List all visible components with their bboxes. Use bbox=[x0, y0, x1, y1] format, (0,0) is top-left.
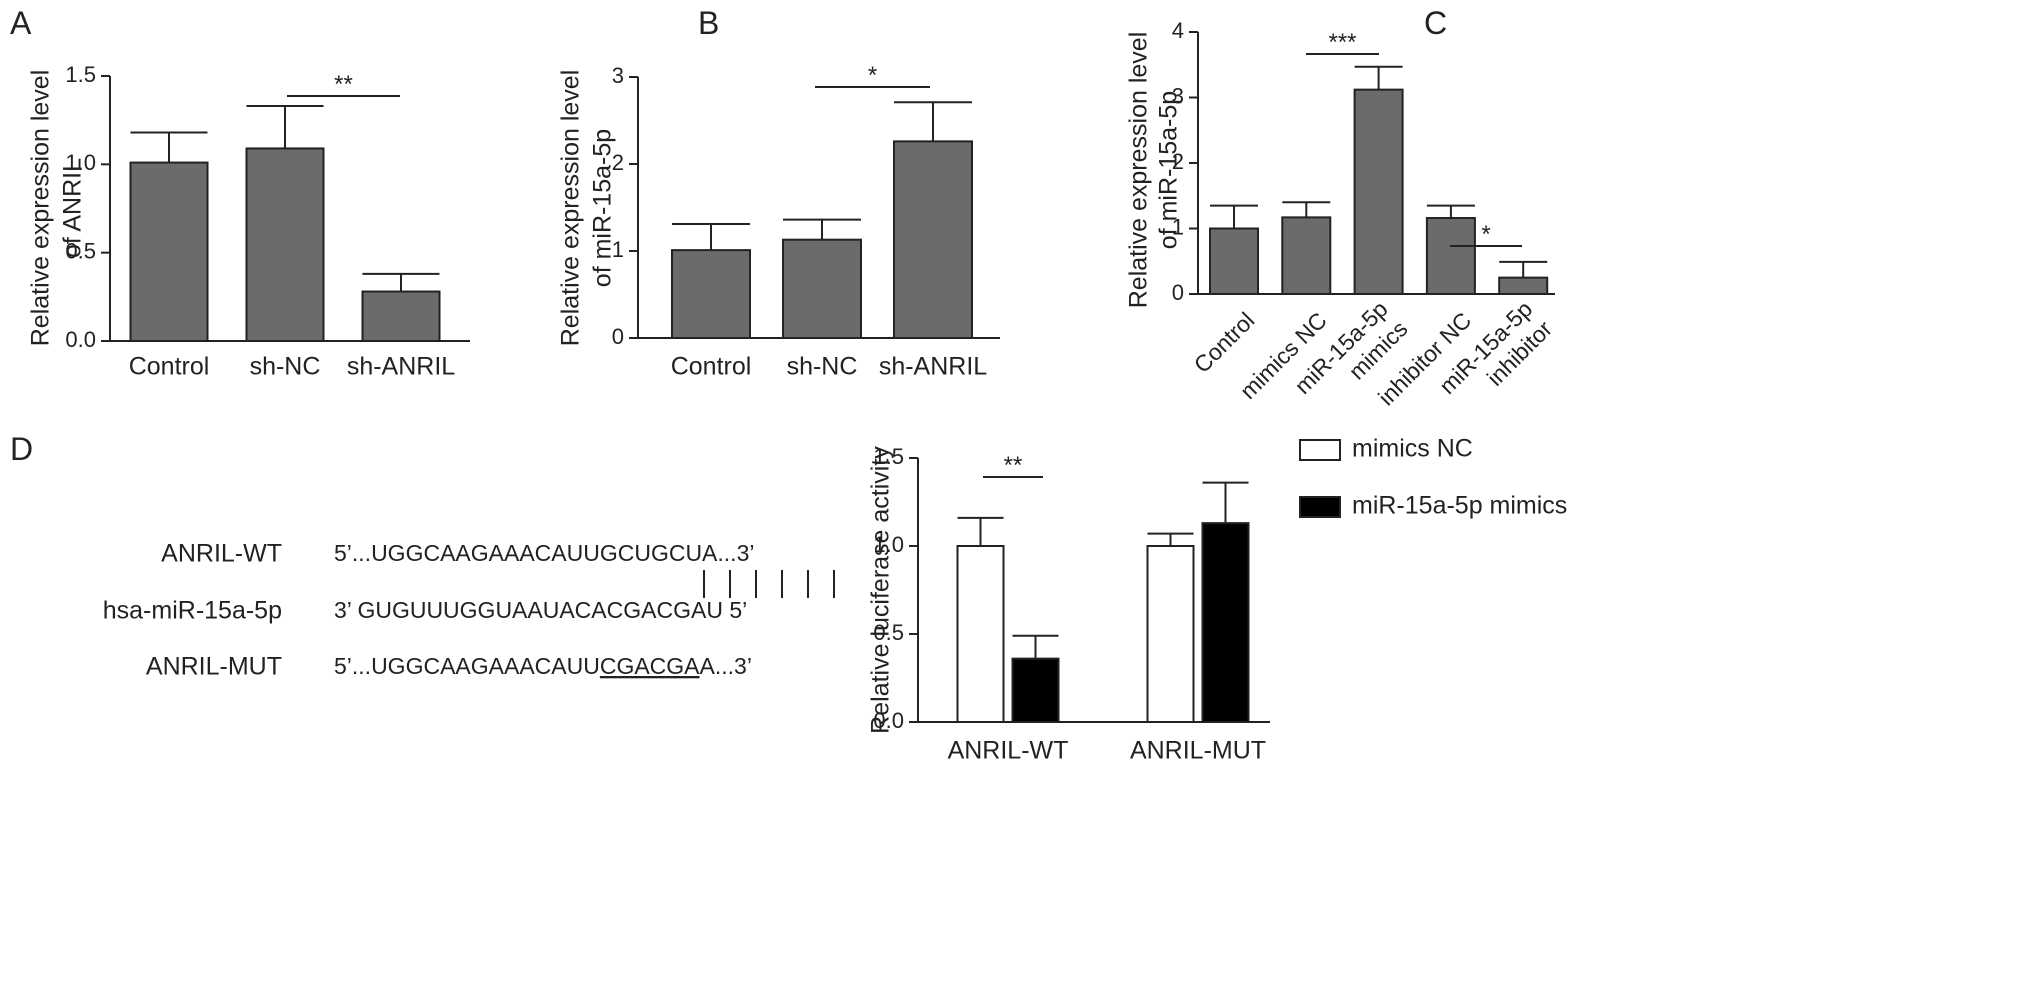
y-tick-label: 1.5 bbox=[873, 444, 904, 469]
sequence-label: ANRIL-MUT bbox=[146, 653, 282, 681]
sequence-part: 5’...UGGCAAGAAACAUU bbox=[334, 653, 600, 679]
y-tick-label: 1.0 bbox=[873, 532, 904, 557]
y-tick-label: 3 bbox=[612, 63, 624, 88]
bar bbox=[782, 238, 862, 339]
error-bar bbox=[957, 516, 1004, 546]
error-bar bbox=[1147, 532, 1194, 546]
y-axis-label: Relative expression level bbox=[557, 70, 585, 347]
x-tick-label: Control bbox=[129, 353, 210, 381]
y-tick-label: 2 bbox=[612, 150, 624, 175]
error-bar bbox=[1210, 204, 1258, 229]
panel-label: A bbox=[10, 5, 32, 41]
y-tick-label: 1 bbox=[612, 237, 624, 262]
y-axis-label: Relative luciferase activity bbox=[867, 446, 895, 734]
significance-label: * bbox=[868, 62, 877, 89]
bar bbox=[893, 140, 973, 339]
y-tick-label: 0.0 bbox=[873, 708, 904, 733]
y-tick-label: 0.0 bbox=[65, 327, 96, 352]
error-bar bbox=[246, 105, 324, 149]
error-bar bbox=[1282, 201, 1331, 218]
base-pair-lines bbox=[703, 570, 835, 598]
x-tick-label: sh-NC bbox=[787, 353, 858, 381]
error-bar bbox=[130, 131, 208, 163]
chart: C Relative expression level of miR-15a-5p 0… bbox=[1125, 5, 1558, 410]
bar bbox=[1146, 545, 1195, 723]
y-axis-label: Relative expression level bbox=[1125, 32, 1153, 309]
bar bbox=[1011, 657, 1060, 724]
bar bbox=[1281, 216, 1332, 296]
bar bbox=[1353, 88, 1404, 295]
bar bbox=[245, 147, 325, 342]
bar bbox=[956, 545, 1005, 723]
panel-label: C bbox=[1424, 5, 1447, 41]
bar bbox=[1425, 217, 1476, 296]
y-tick-label: 1.0 bbox=[65, 150, 96, 175]
sequence: 5’...UGGCAAGAAACAUUGCUGCUA...3’ bbox=[334, 540, 754, 566]
error-bar bbox=[1426, 204, 1475, 219]
chart: B Relative expression level of miR-15a-5p 0… bbox=[557, 5, 1000, 381]
error-bar bbox=[783, 218, 861, 240]
x-tick-label-line: Control bbox=[1189, 307, 1260, 378]
legend-swatch bbox=[1299, 496, 1341, 518]
legend-label: miR-15a-5p mimics bbox=[1352, 492, 1567, 520]
x-tick-label: Control bbox=[1189, 307, 1260, 378]
error-bar bbox=[362, 272, 440, 292]
y-tick-label: 1 bbox=[1172, 214, 1184, 239]
y-tick-label: 4 bbox=[1172, 18, 1184, 43]
error-bar bbox=[894, 101, 972, 142]
y-axis-label: of ANRIL bbox=[59, 158, 87, 258]
error-bar bbox=[672, 223, 750, 251]
y-axis-label: Relative expression level bbox=[27, 70, 55, 347]
y-axis-label: of miR-15a-5p bbox=[1155, 91, 1183, 249]
panel-label: D bbox=[10, 431, 33, 467]
sequence: 5’...UGGCAAGAAACAUUCGACGAA...3’ bbox=[334, 653, 752, 679]
x-tick-label: ANRIL-WT bbox=[948, 737, 1069, 765]
error-bar bbox=[1202, 481, 1249, 524]
sequence-part: 3’ GUGUUUGGUAAUACACGACGAU 5’ bbox=[334, 597, 747, 623]
bar bbox=[1209, 227, 1259, 295]
sequence: 3’ GUGUUUGGUAAUACACGACGAU 5’ bbox=[334, 597, 747, 623]
error-bar bbox=[1354, 65, 1403, 90]
y-tick-label: 0.5 bbox=[65, 238, 96, 263]
bar bbox=[129, 161, 209, 342]
y-tick-label: 0 bbox=[612, 324, 624, 349]
significance-label: ** bbox=[334, 71, 353, 98]
x-tick-label: sh-ANRIL bbox=[879, 353, 987, 381]
sequence-part: A...3’ bbox=[700, 653, 752, 679]
y-tick-label: 2 bbox=[1172, 149, 1184, 174]
sequence-part: CGACGA bbox=[600, 653, 700, 679]
legend-swatch bbox=[1299, 439, 1341, 461]
significance-label: *** bbox=[1328, 29, 1356, 56]
x-tick-label: sh-ANRIL bbox=[347, 353, 455, 381]
sequence-label: ANRIL-WT bbox=[161, 540, 282, 568]
sequence-part: 5’...UGGCAAGAAACAUUGCUGCUA...3’ bbox=[334, 540, 754, 566]
error-bar bbox=[1499, 260, 1548, 278]
bar bbox=[671, 249, 751, 340]
x-tick-label: sh-NC bbox=[250, 353, 321, 381]
y-tick-label: 0 bbox=[1172, 280, 1184, 305]
x-tick-label: Control bbox=[671, 353, 752, 381]
error-bar bbox=[1012, 634, 1059, 659]
bar bbox=[1201, 522, 1250, 723]
significance-label: * bbox=[1481, 221, 1490, 248]
bar bbox=[1498, 276, 1549, 295]
y-tick-label: 0.5 bbox=[873, 620, 904, 645]
legend-label: mimics NC bbox=[1352, 435, 1473, 463]
y-tick-label: 3 bbox=[1172, 83, 1184, 108]
sequence-panel: D ANRIL-WT 5’...UGGCAAGAAACAUUGCUGCUA...3’… bbox=[10, 431, 754, 681]
y-axis-label: of miR-15a-5p bbox=[589, 129, 617, 287]
panel-label: B bbox=[698, 5, 719, 41]
significance-label: ** bbox=[1004, 452, 1023, 479]
chart: A Relative expression level of ANRIL 0.0 0.5… bbox=[10, 5, 470, 381]
sequence-label: hsa-miR-15a-5p bbox=[103, 597, 282, 625]
y-tick-label: 1.5 bbox=[65, 62, 96, 87]
x-tick-label: ANRIL-MUT bbox=[1130, 737, 1266, 765]
bar bbox=[361, 290, 441, 342]
